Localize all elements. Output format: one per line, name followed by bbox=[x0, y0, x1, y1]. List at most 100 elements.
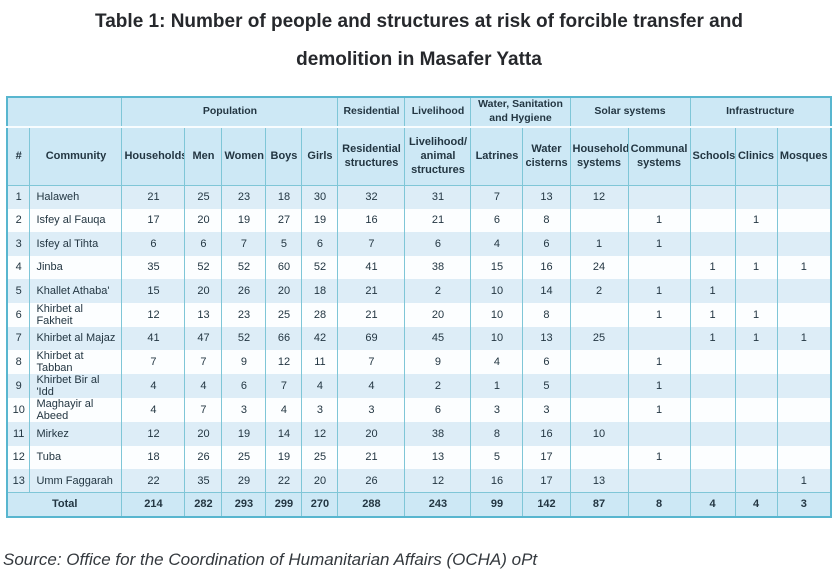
value-cell: 52 bbox=[221, 326, 266, 350]
source-note: Source: Office for the Coordination of H… bbox=[3, 549, 538, 569]
total-label: Total bbox=[6, 492, 122, 517]
value-cell bbox=[569, 374, 628, 398]
value-cell bbox=[689, 445, 735, 469]
value-cell: 1 bbox=[627, 445, 690, 469]
column-header: Girls bbox=[301, 127, 338, 186]
value-cell: 16 bbox=[522, 255, 570, 279]
column-header: Household systems bbox=[569, 127, 628, 186]
value-cell bbox=[776, 279, 832, 303]
table-title: Table 1: Number of people and structures… bbox=[0, 0, 838, 79]
value-cell: 23 bbox=[221, 185, 266, 209]
value-cell: 1 bbox=[627, 232, 690, 256]
value-cell: 9 bbox=[221, 350, 266, 374]
community-cell: Isfey al Fauqa bbox=[29, 208, 122, 232]
value-cell: 21 bbox=[337, 279, 405, 303]
group-header bbox=[6, 97, 122, 128]
column-header: Men bbox=[184, 127, 222, 186]
row-number-cell: 7 bbox=[15, 332, 22, 345]
value-cell: 20 bbox=[337, 422, 405, 446]
total-value-cell: 87 bbox=[569, 492, 628, 517]
table-row: 5 Khallet Athaba' 15 20 26 20 18 21 2 10 14 2 1 1 bbox=[6, 279, 832, 303]
value-cell bbox=[776, 445, 832, 469]
value-cell bbox=[627, 326, 690, 350]
value-cell: 20 bbox=[184, 279, 222, 303]
total-value-cell: 282 bbox=[184, 492, 222, 517]
value-cell: 25 bbox=[265, 302, 302, 327]
total-value-cell: 4 bbox=[734, 492, 777, 517]
value-cell: 66 bbox=[265, 326, 302, 350]
value-cell: 10 bbox=[470, 302, 523, 327]
value-cell bbox=[776, 374, 832, 398]
column-header: Boys bbox=[265, 127, 302, 186]
row-number-cell: 12 bbox=[12, 451, 25, 464]
value-cell: 5 bbox=[265, 232, 302, 256]
value-cell: 47 bbox=[184, 326, 222, 350]
total-value-cell: 4 bbox=[689, 492, 735, 517]
table-row: 10 Maghayir al Abeed 4 7 3 4 3 3 6 3 3 1 bbox=[6, 398, 832, 422]
value-cell: 9 bbox=[404, 350, 471, 374]
total-value-cell: 99 bbox=[470, 492, 523, 517]
value-cell: 6 bbox=[121, 232, 185, 256]
community-cell: Khirbet Bir al 'Idd bbox=[29, 374, 122, 398]
value-cell bbox=[734, 445, 777, 469]
total-value-cell: 214 bbox=[121, 492, 185, 517]
value-cell: 1 bbox=[734, 208, 777, 232]
value-cell: 13 bbox=[522, 185, 570, 209]
value-cell: 45 bbox=[404, 326, 471, 350]
group-header: Infrastructure bbox=[689, 97, 832, 128]
row-number-cell: 9 bbox=[15, 380, 22, 392]
table-row: 13 Umm Faggarah 22 35 29 22 20 26 12 16 17 13 1 bbox=[6, 469, 832, 493]
value-cell: 38 bbox=[404, 255, 471, 279]
table-row: 12 Tuba 18 26 25 19 25 21 13 5 17 1 bbox=[6, 445, 832, 469]
value-cell bbox=[689, 469, 735, 493]
value-cell: 27 bbox=[265, 208, 302, 232]
value-cell bbox=[627, 185, 690, 209]
table-row: 6 Khirbet al Fakheit 12 13 23 25 28 21 20 10 8 1 1 1 bbox=[6, 302, 832, 327]
value-cell: 1 bbox=[734, 302, 777, 327]
value-cell bbox=[569, 208, 628, 232]
masafer-yatta-risk-table: Population Residential Livelihood Water, Sa… bbox=[5, 96, 833, 518]
value-cell bbox=[689, 374, 735, 398]
value-cell: 24 bbox=[569, 255, 628, 279]
value-cell: 3 bbox=[522, 398, 570, 422]
community-cell: Maghayir al Abeed bbox=[29, 398, 122, 422]
value-cell: 2 bbox=[569, 279, 628, 303]
column-header-row: # Community Households Men Women Boys Girls Res… bbox=[6, 127, 832, 186]
value-cell: 1 bbox=[689, 279, 735, 303]
value-cell bbox=[689, 350, 735, 374]
community-cell: Khirbet al Fakheit bbox=[29, 302, 122, 327]
total-value-cell: 288 bbox=[337, 492, 405, 517]
value-cell: 10 bbox=[470, 326, 523, 350]
value-cell: 21 bbox=[404, 208, 471, 232]
column-header: Livelihood/ animal structures bbox=[404, 127, 471, 186]
value-cell: 29 bbox=[221, 469, 266, 493]
value-cell: 8 bbox=[470, 422, 523, 446]
value-cell: 20 bbox=[184, 422, 222, 446]
table-foot: Total 214 282 293 299 270 288 243 99 142 87 8 4 4 3 bbox=[6, 492, 832, 517]
value-cell: 6 bbox=[404, 232, 471, 256]
value-cell: 26 bbox=[337, 469, 405, 493]
value-cell: 42 bbox=[301, 326, 338, 350]
value-cell: 1 bbox=[734, 255, 777, 279]
value-cell: 16 bbox=[470, 469, 523, 493]
value-cell: 6 bbox=[184, 232, 222, 256]
value-cell: 7 bbox=[470, 185, 523, 209]
row-number-cell: 11 bbox=[12, 427, 25, 440]
value-cell: 13 bbox=[184, 302, 222, 327]
value-cell bbox=[776, 350, 832, 374]
value-cell: 1 bbox=[627, 374, 690, 398]
value-cell: 13 bbox=[569, 469, 628, 493]
group-header: Residential bbox=[337, 97, 405, 128]
value-cell: 4 bbox=[121, 374, 185, 398]
value-cell: 1 bbox=[627, 350, 690, 374]
value-cell: 6 bbox=[522, 232, 570, 256]
total-row: Total 214 282 293 299 270 288 243 99 142 87 8 4 4 3 bbox=[6, 492, 832, 517]
value-cell bbox=[734, 469, 777, 493]
community-cell: Mirkez bbox=[29, 422, 122, 446]
value-cell: 21 bbox=[337, 445, 405, 469]
column-header: Water cisterns bbox=[522, 127, 570, 186]
value-cell: 2 bbox=[404, 279, 471, 303]
value-cell: 6 bbox=[470, 208, 523, 232]
value-cell: 25 bbox=[184, 185, 222, 209]
